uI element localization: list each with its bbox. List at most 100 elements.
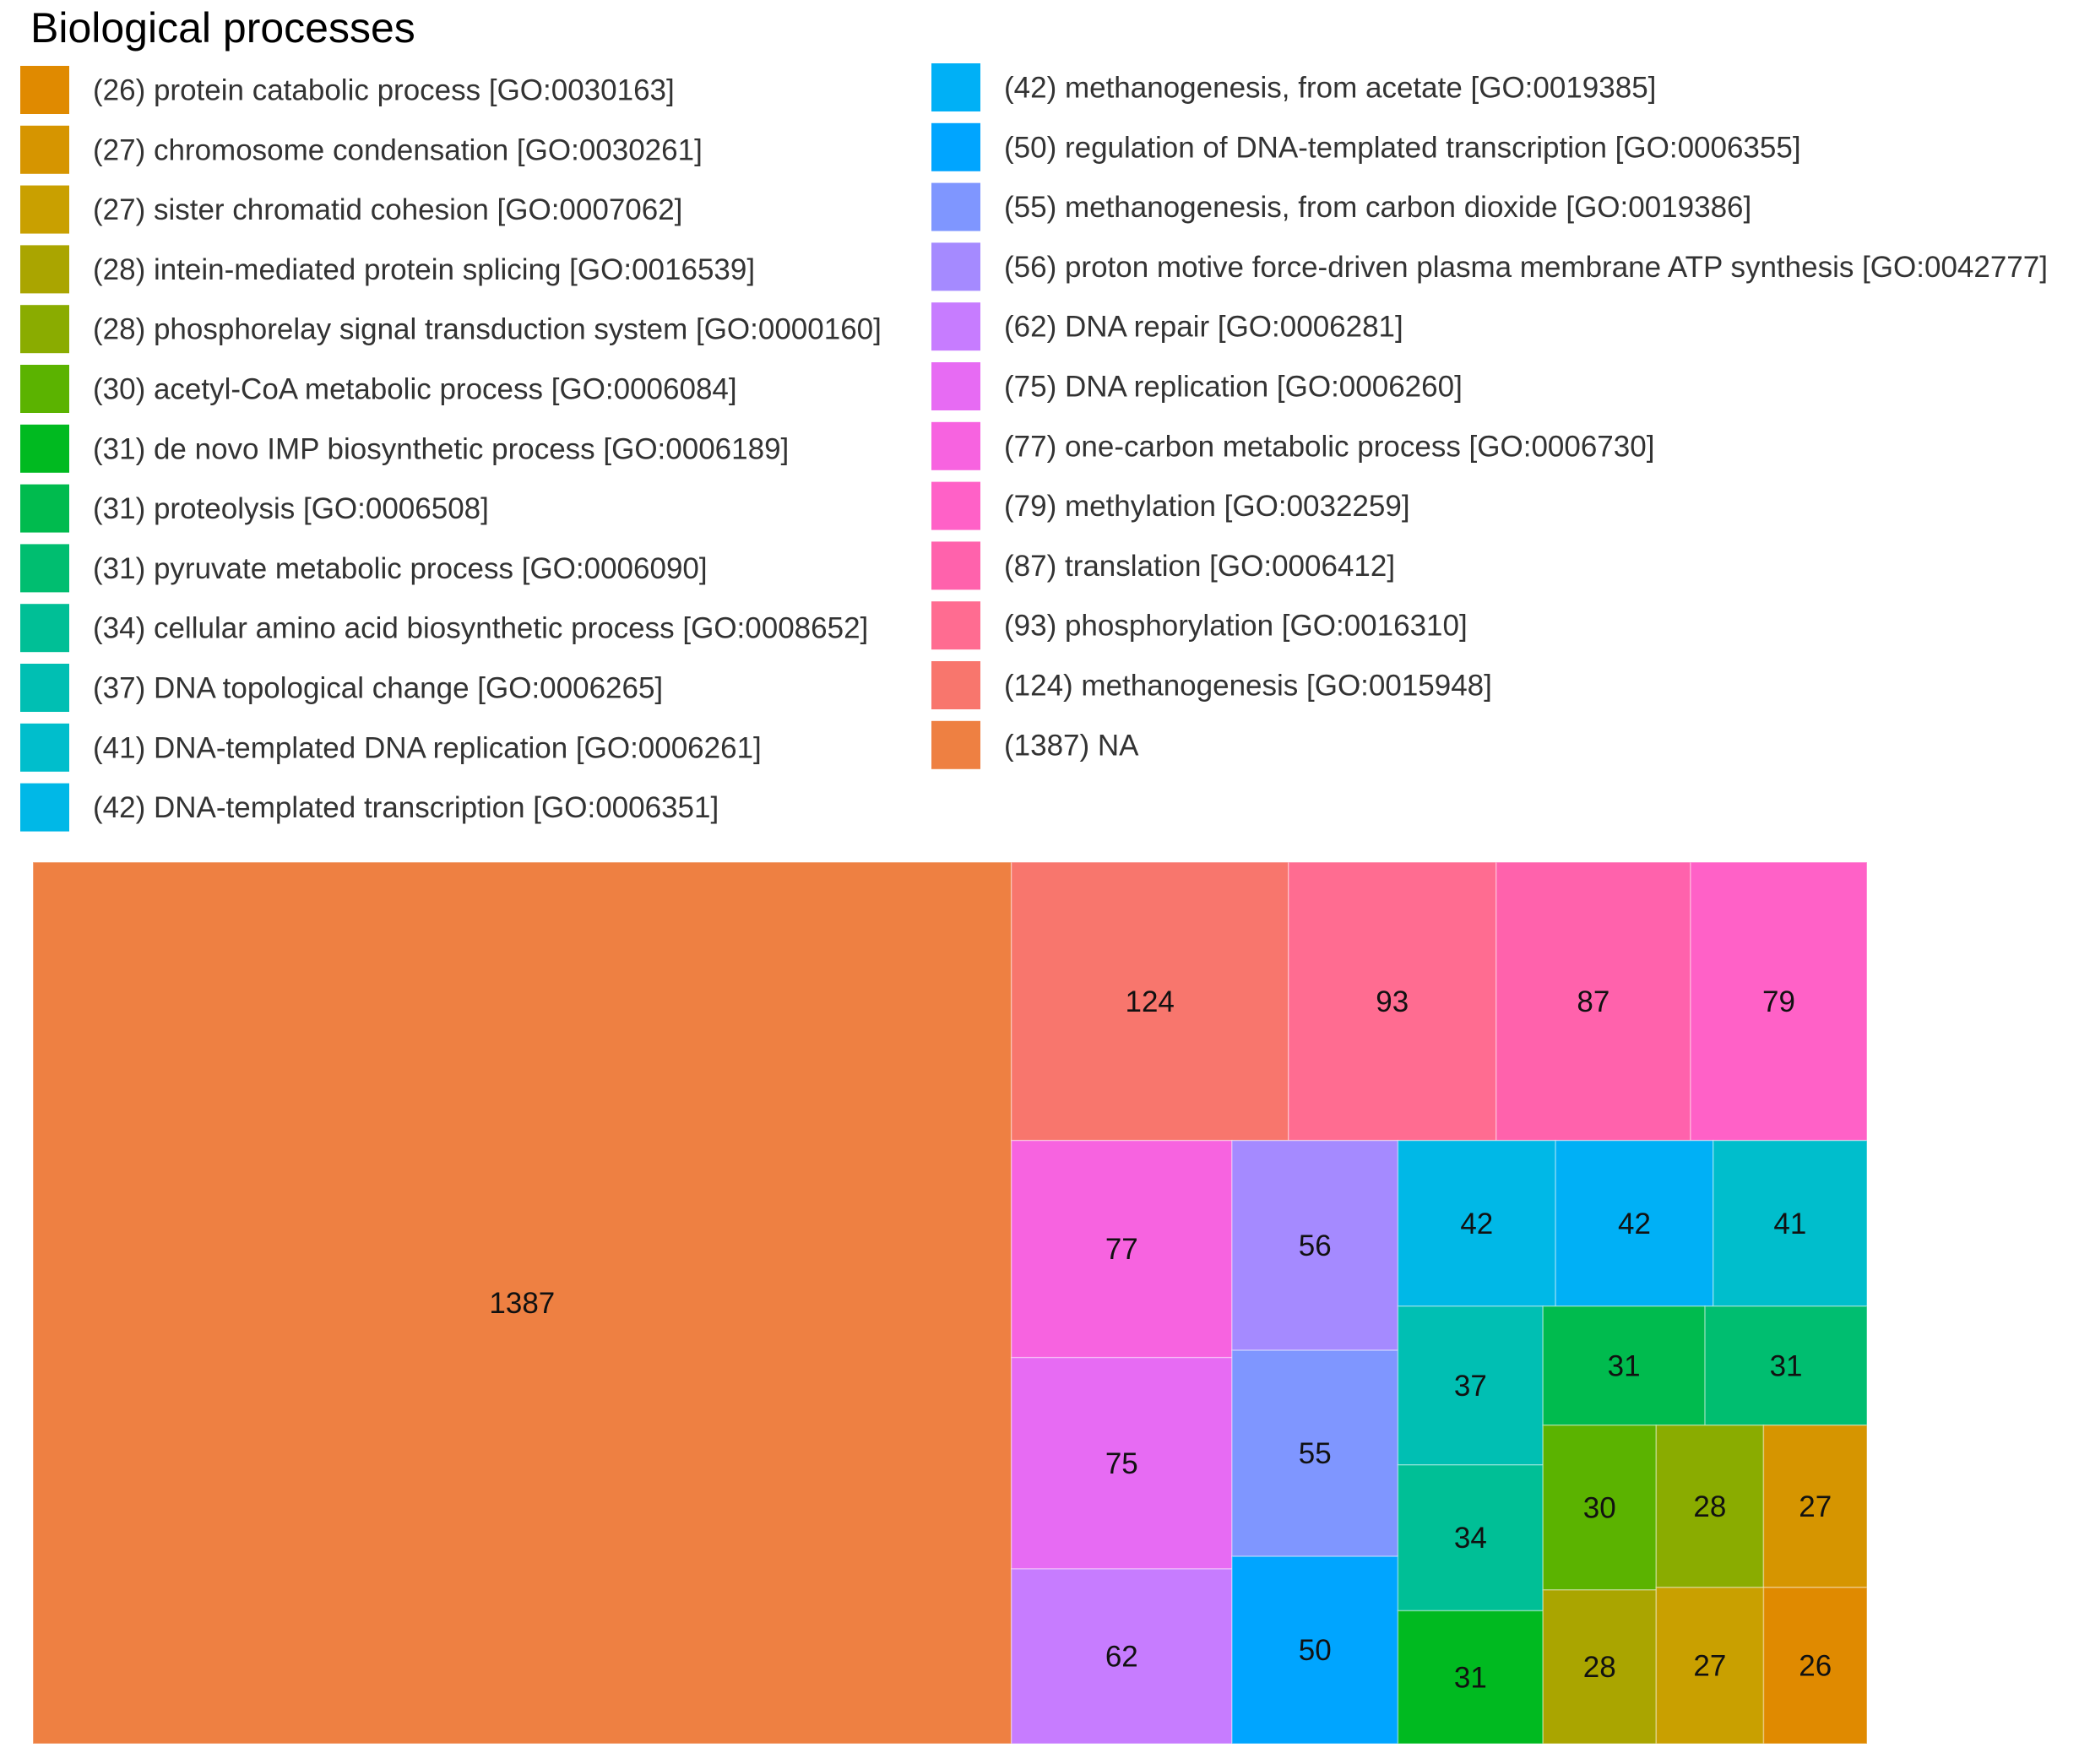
legend-label: (93) phosphorylation [GO:0016310] — [1004, 610, 1468, 643]
legend-swatch — [20, 783, 69, 832]
treemap-tile-value: 87 — [1577, 985, 1609, 1018]
legend-item: (27) chromosome condensation [GO:0030261… — [20, 125, 703, 174]
treemap-tile-rect — [1542, 1425, 1658, 1591]
treemap-tile-value: 93 — [1376, 985, 1409, 1018]
legend-item: (77) one-carbon metabolic process [GO:00… — [931, 421, 1654, 470]
legend-item: (37) DNA topological change [GO:0006265] — [20, 664, 663, 712]
treemap-tile-rect — [1542, 1589, 1658, 1745]
legend-label: (55) methanogenesis, from carbon dioxide… — [1004, 191, 1751, 224]
treemap-tile-value: 28 — [1583, 1651, 1616, 1684]
legend-item: (50) regulation of DNA-templated transcr… — [931, 122, 1801, 171]
treemap-tile: 77 — [1010, 1139, 1233, 1359]
legend-label: (31) proteolysis [GO:0006508] — [93, 492, 489, 525]
legend-label: (42) DNA-templated transcription [GO:000… — [93, 791, 719, 824]
legend-label: (1387) NA — [1004, 729, 1139, 762]
treemap-tile: 1387 — [32, 861, 1012, 1745]
treemap-tile-value: 56 — [1299, 1229, 1332, 1262]
treemap-tile-value: 31 — [1454, 1661, 1487, 1694]
treemap-tile-rect — [1010, 1139, 1233, 1359]
treemap-tile-rect — [1010, 1356, 1233, 1570]
legend-label: (34) cellular amino acid biosynthetic pr… — [93, 612, 868, 645]
legend-item: (28) intein-mediated protein splicing [G… — [20, 245, 755, 294]
legend-label: (42) methanogenesis, from acetate [GO:00… — [1004, 72, 1656, 105]
treemap-tile-rect — [1231, 1349, 1399, 1557]
legend-swatch — [931, 661, 980, 709]
legend-label: (87) translation [GO:0006412] — [1004, 550, 1395, 583]
treemap-tile-value: 79 — [1762, 985, 1795, 1018]
legend-label: (62) DNA repair [GO:0006281] — [1004, 311, 1403, 344]
legend-label: (31) pyruvate metabolic process [GO:0006… — [93, 552, 708, 585]
legend-item: (30) acetyl-CoA metabolic process [GO:00… — [20, 365, 737, 413]
treemap-tile-rect — [1704, 1305, 1868, 1426]
legend-swatch — [20, 424, 69, 473]
treemap-tile-rect — [1288, 861, 1497, 1142]
legend-label: (79) methylation [GO:0032259] — [1004, 490, 1410, 523]
legend-item: (56) proton motive force-driven plasma m… — [931, 242, 2048, 291]
legend-item: (41) DNA-templated DNA replication [GO:0… — [20, 723, 762, 772]
legend-item: (28) phosphorelay signal transduction sy… — [20, 305, 882, 354]
treemap-tile-value: 50 — [1299, 1634, 1332, 1667]
legend-swatch — [20, 185, 69, 234]
legend-swatch — [20, 664, 69, 712]
treemap-tile-rect — [1397, 1464, 1544, 1612]
legend-swatch — [931, 302, 980, 351]
legend-item: (31) proteolysis [GO:0006508] — [20, 484, 489, 533]
legend-swatch — [931, 481, 980, 530]
treemap-tile: 62 — [1010, 1568, 1233, 1745]
legend-item: (26) protein catabolic process [GO:00301… — [20, 66, 675, 114]
treemap-tile-value: 62 — [1105, 1641, 1138, 1674]
legend: (26) protein catabolic process [GO:00301… — [20, 63, 2048, 832]
treemap-tile-value: 124 — [1126, 985, 1175, 1018]
treemap-tile-rect — [1690, 861, 1868, 1142]
treemap-tile-value: 1387 — [489, 1287, 555, 1320]
legend-label: (26) protein catabolic process [GO:00301… — [93, 74, 675, 107]
treemap-tile-rect — [1397, 1609, 1544, 1745]
treemap-tile-value: 34 — [1454, 1522, 1487, 1555]
treemap-tile-rect — [1713, 1139, 1868, 1307]
legend-label: (75) DNA replication [GO:0006260] — [1004, 371, 1463, 404]
treemap-tile-rect — [1762, 1425, 1868, 1588]
legend-label: (28) phosphorelay signal transduction sy… — [93, 313, 882, 346]
treemap-tile: 124 — [1010, 861, 1289, 1142]
legend-item: (79) methylation [GO:0032259] — [931, 481, 1410, 530]
legend-item: (1387) NA — [931, 720, 1139, 769]
treemap-tile: 27 — [1762, 1425, 1868, 1588]
treemap-tile: 31 — [1397, 1609, 1544, 1745]
treemap-tile: 31 — [1704, 1305, 1868, 1426]
treemap-tile: 50 — [1231, 1555, 1399, 1745]
legend-item: (124) methanogenesis [GO:0015948] — [931, 661, 1492, 709]
treemap-tile-rect — [1495, 861, 1691, 1142]
legend-swatch — [20, 66, 69, 114]
legend-swatch — [931, 541, 980, 590]
treemap-tile: 75 — [1010, 1356, 1233, 1570]
treemap-tile-value: 41 — [1773, 1208, 1806, 1240]
treemap-tile-value: 31 — [1608, 1349, 1641, 1382]
treemap-tile-value: 77 — [1105, 1233, 1138, 1266]
legend-swatch — [931, 122, 980, 171]
treemap-tile-rect — [1555, 1139, 1714, 1307]
legend-label: (27) sister chromatid cohesion [GO:00070… — [93, 193, 682, 226]
legend-item: (34) cellular amino acid biosynthetic pr… — [20, 604, 868, 653]
treemap-tile: 28 — [1655, 1425, 1765, 1588]
treemap-tile-rect — [1397, 1139, 1556, 1307]
treemap-tile-rect — [1010, 1568, 1233, 1745]
treemap-tile-value: 42 — [1460, 1208, 1493, 1240]
legend-label: (56) proton motive force-driven plasma m… — [1004, 251, 2048, 284]
legend-swatch — [20, 723, 69, 772]
legend-label: (28) intein-mediated protein splicing [G… — [93, 253, 755, 286]
treemap-tile-value: 27 — [1693, 1649, 1726, 1682]
legend-swatch — [20, 365, 69, 413]
treemap-tile-rect — [32, 861, 1012, 1745]
legend-item: (27) sister chromatid cohesion [GO:00070… — [20, 185, 682, 234]
treemap-tile: 79 — [1690, 861, 1868, 1142]
legend-swatch — [931, 63, 980, 111]
treemap-tile-value: 75 — [1105, 1447, 1138, 1480]
legend-swatch — [931, 182, 980, 231]
treemap-tile: 31 — [1542, 1305, 1706, 1426]
treemap-tile-value: 27 — [1799, 1490, 1832, 1523]
legend-swatch — [931, 720, 980, 769]
legend-label: (31) de novo IMP biosynthetic process [G… — [93, 432, 789, 465]
chart-title: Biological processes — [30, 4, 415, 52]
treemap-tile-value: 37 — [1454, 1370, 1487, 1403]
treemap-tile-value: 28 — [1693, 1490, 1726, 1523]
